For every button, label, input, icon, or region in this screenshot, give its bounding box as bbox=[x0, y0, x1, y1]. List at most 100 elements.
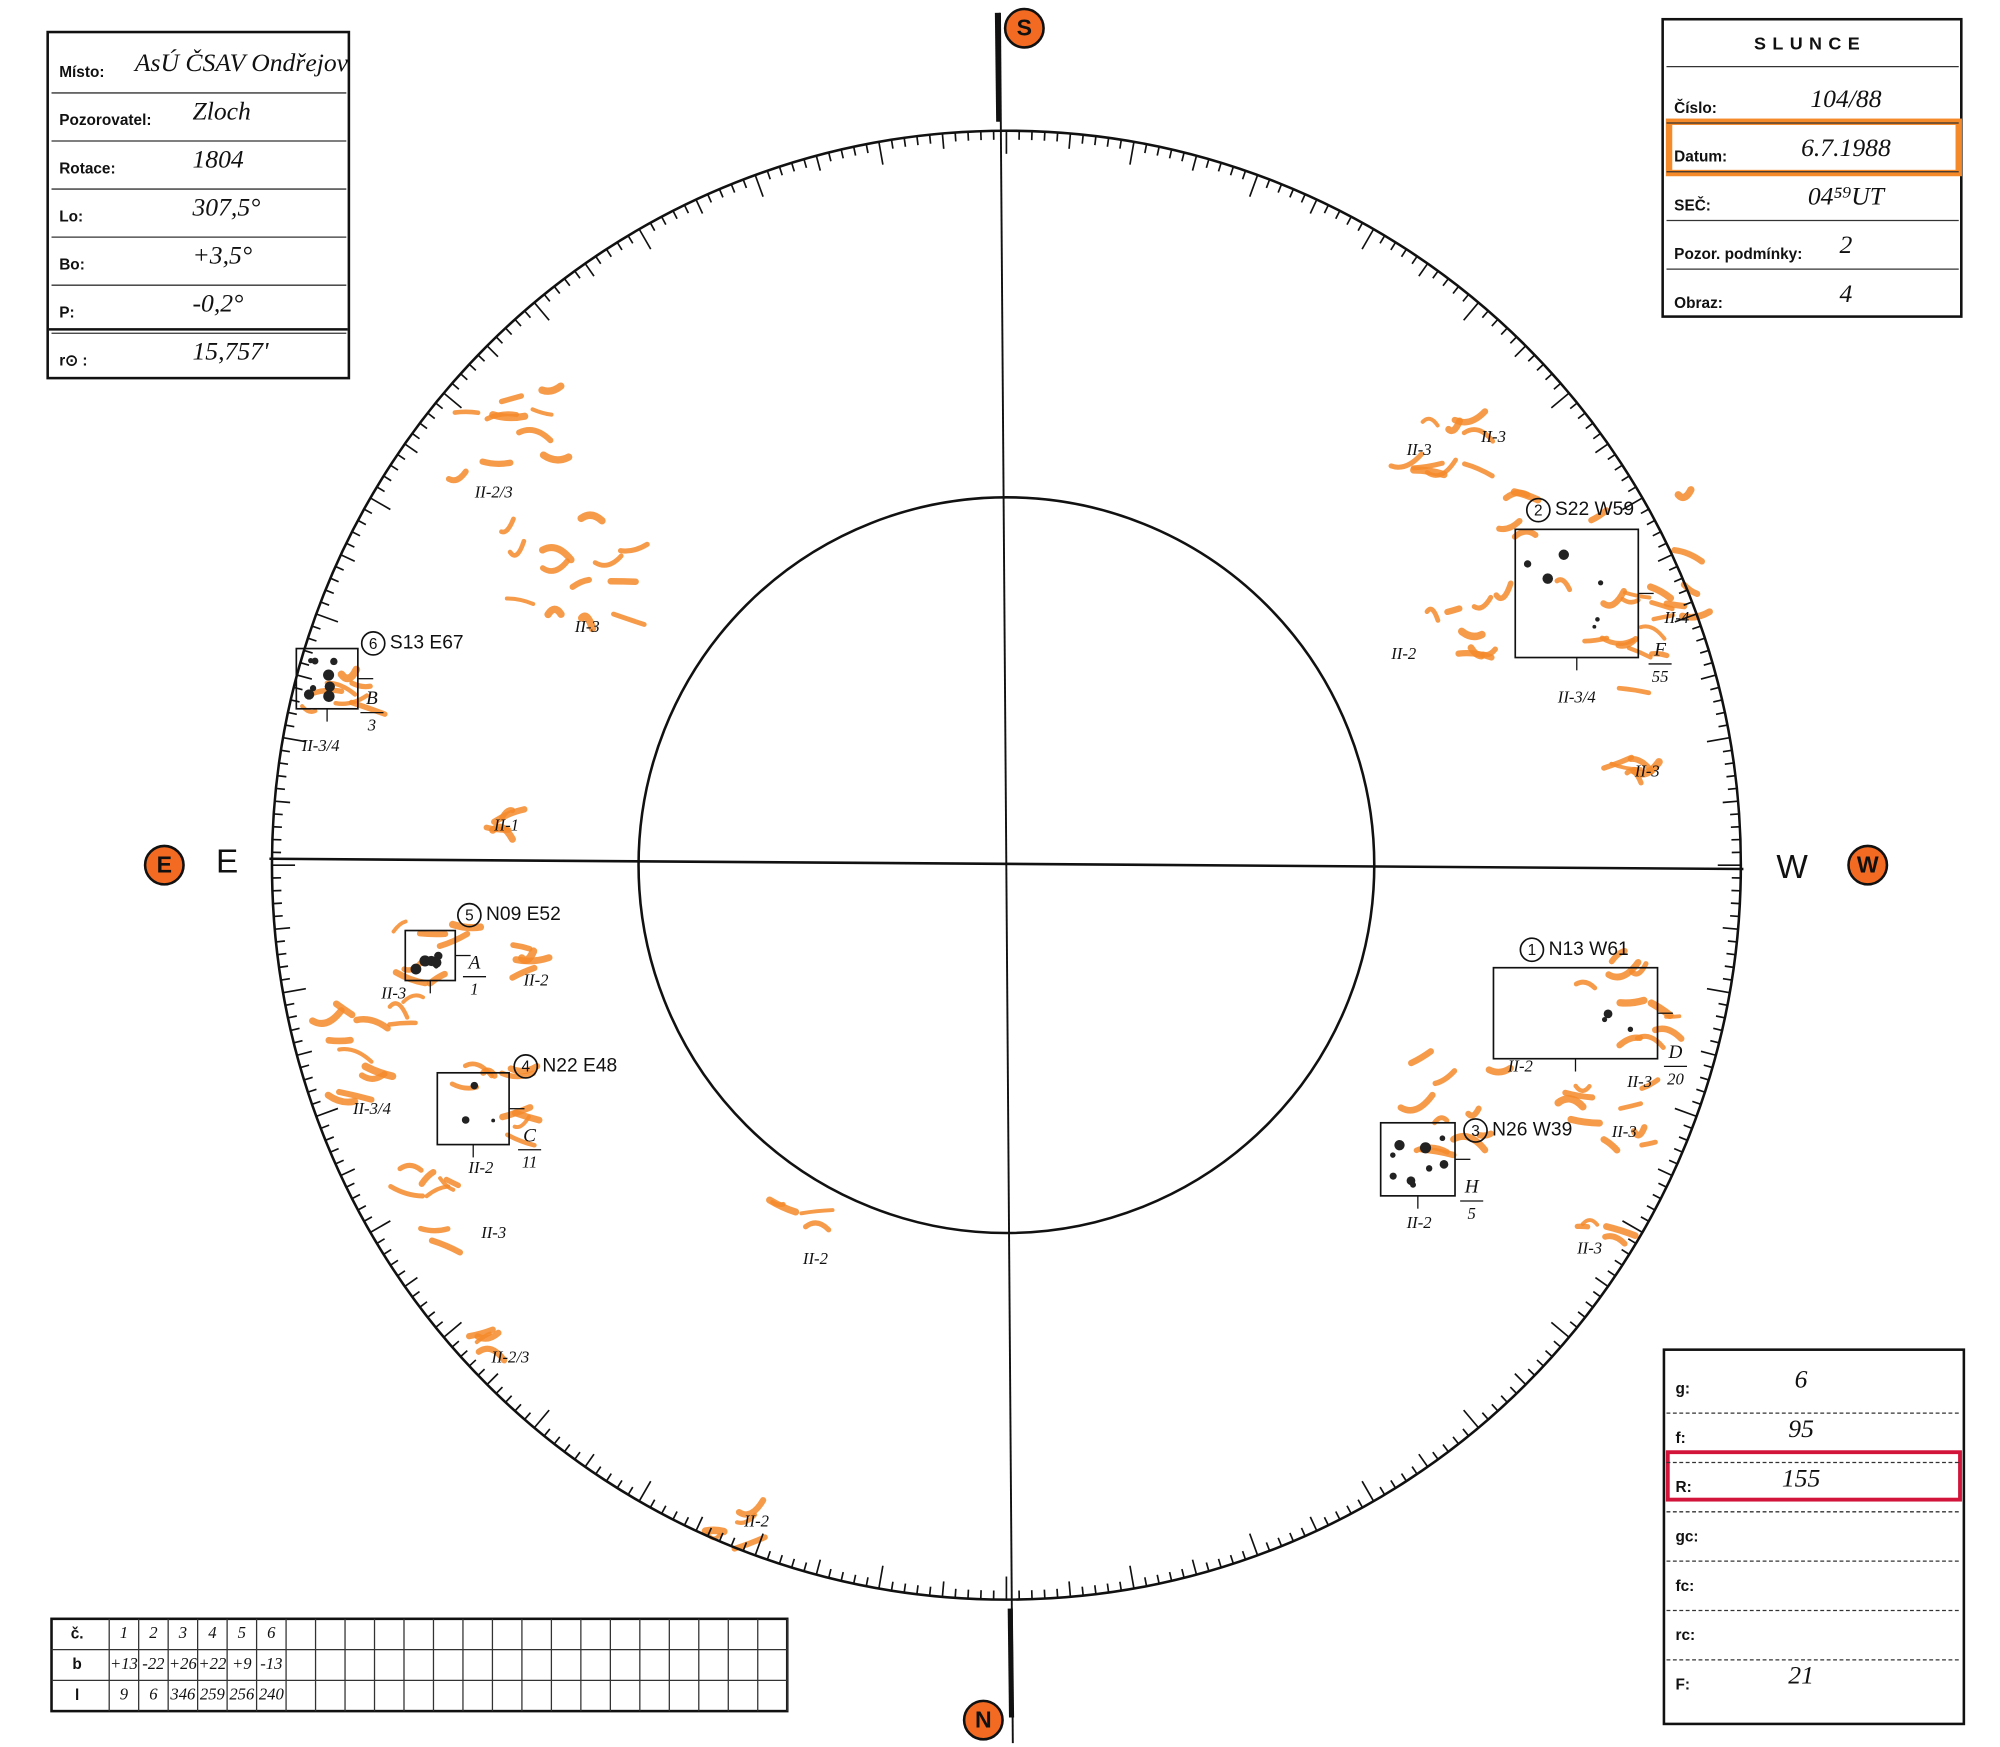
spot bbox=[324, 681, 335, 692]
row-label: b bbox=[72, 1656, 81, 1673]
limb-tick bbox=[827, 1568, 832, 1578]
facula bbox=[1573, 1083, 1592, 1094]
r-highlight bbox=[1665, 1450, 1962, 1502]
facula bbox=[1627, 755, 1655, 775]
limb-tick bbox=[1706, 736, 1730, 743]
cell: +26 bbox=[169, 1654, 198, 1673]
facula bbox=[530, 407, 554, 417]
limb-tick bbox=[1289, 188, 1295, 198]
limb-tick bbox=[369, 1220, 391, 1234]
row-label: č. bbox=[71, 1625, 84, 1642]
limb-tick bbox=[865, 144, 869, 154]
facula bbox=[1616, 996, 1648, 1007]
field-label: f: bbox=[1675, 1430, 1685, 1447]
limb-tick bbox=[345, 542, 355, 548]
cell: 6 bbox=[149, 1685, 158, 1704]
limb-tick bbox=[523, 1412, 532, 1420]
limb-tick bbox=[1129, 1565, 1135, 1589]
limb-tick bbox=[1390, 1479, 1397, 1489]
facula bbox=[1485, 1064, 1514, 1076]
cell: 3 bbox=[178, 1623, 187, 1642]
limb-tick bbox=[718, 1532, 724, 1542]
facula bbox=[1663, 600, 1688, 610]
group-position: S22 W59 bbox=[1555, 499, 1634, 520]
limb-tick bbox=[273, 813, 283, 816]
facula bbox=[499, 807, 516, 821]
limb-tick bbox=[1241, 1550, 1247, 1560]
limb-tick bbox=[303, 1076, 313, 1081]
limb-tick bbox=[649, 222, 656, 232]
limb-tick bbox=[730, 183, 736, 193]
facula bbox=[333, 693, 370, 706]
group-class: B bbox=[366, 688, 378, 709]
limb-tick bbox=[1718, 1002, 1728, 1007]
limb-tick bbox=[477, 1368, 486, 1376]
limb-tick bbox=[1081, 1586, 1085, 1596]
cell: +9 bbox=[232, 1654, 252, 1673]
limb-tick bbox=[1400, 1473, 1408, 1482]
limb-tick bbox=[1462, 1428, 1470, 1437]
limb-tick bbox=[1627, 1238, 1637, 1245]
limb-tick bbox=[1699, 1076, 1709, 1081]
limb-tick bbox=[1432, 1451, 1439, 1460]
limb-tick bbox=[605, 1473, 612, 1482]
limb-tick bbox=[468, 1359, 477, 1367]
facula bbox=[1639, 1139, 1658, 1148]
limb-tick bbox=[1205, 1562, 1210, 1572]
facula bbox=[539, 451, 573, 464]
facula bbox=[1634, 1033, 1666, 1050]
limb-tick bbox=[1481, 310, 1489, 319]
cell: 4 bbox=[208, 1623, 216, 1642]
limb-tick bbox=[1673, 1147, 1683, 1153]
limb-tick bbox=[954, 132, 957, 142]
limb-tick bbox=[1144, 144, 1148, 154]
limb-tick bbox=[1289, 1532, 1295, 1542]
spot bbox=[1523, 560, 1532, 568]
group-position: N22 E48 bbox=[542, 1055, 617, 1076]
limb-tick bbox=[1594, 443, 1609, 454]
facula bbox=[387, 1020, 418, 1027]
limb-tick bbox=[300, 661, 310, 667]
limb-tick bbox=[1452, 1436, 1460, 1445]
limb-tick bbox=[419, 1301, 428, 1308]
limb-tick bbox=[1217, 162, 1222, 172]
facula bbox=[1450, 1133, 1489, 1154]
limb-tick bbox=[351, 1193, 361, 1200]
facula bbox=[1599, 635, 1636, 646]
limb-tick bbox=[1400, 248, 1408, 258]
limb-tick bbox=[1577, 1311, 1586, 1318]
limb-tick bbox=[638, 228, 652, 250]
field-label: Rotace: bbox=[59, 160, 115, 177]
facula-label: II-3 bbox=[1406, 440, 1432, 459]
facula bbox=[1471, 594, 1494, 611]
spot bbox=[303, 689, 315, 700]
limb-tick bbox=[1622, 497, 1643, 511]
limb-tick bbox=[495, 1386, 504, 1395]
field-value: 2 bbox=[1840, 230, 1853, 259]
limb-tick bbox=[315, 1107, 339, 1118]
limb-tick bbox=[397, 453, 406, 461]
limb-tick bbox=[1106, 1583, 1110, 1593]
limb-tick bbox=[1550, 1321, 1570, 1338]
limb-tick bbox=[790, 1558, 796, 1568]
spot bbox=[309, 685, 317, 692]
facula bbox=[1639, 1077, 1661, 1091]
limb-tick bbox=[468, 363, 477, 372]
facula bbox=[499, 516, 516, 535]
limb-tick bbox=[1699, 649, 1709, 654]
limb-tick bbox=[695, 1516, 704, 1532]
cell: 240 bbox=[259, 1685, 285, 1704]
limb-tick bbox=[340, 554, 356, 563]
group-number: 2 bbox=[1534, 502, 1543, 519]
facula bbox=[1554, 577, 1573, 593]
facula bbox=[504, 596, 536, 606]
facula bbox=[1678, 608, 1713, 621]
limb-tick bbox=[1696, 1088, 1706, 1093]
cell: 259 bbox=[200, 1685, 226, 1704]
field-value: -0,2° bbox=[193, 289, 244, 318]
spot bbox=[1394, 1140, 1405, 1151]
group-spots: 55 bbox=[1652, 667, 1669, 686]
facula bbox=[491, 806, 528, 826]
limb-tick bbox=[296, 1050, 313, 1057]
